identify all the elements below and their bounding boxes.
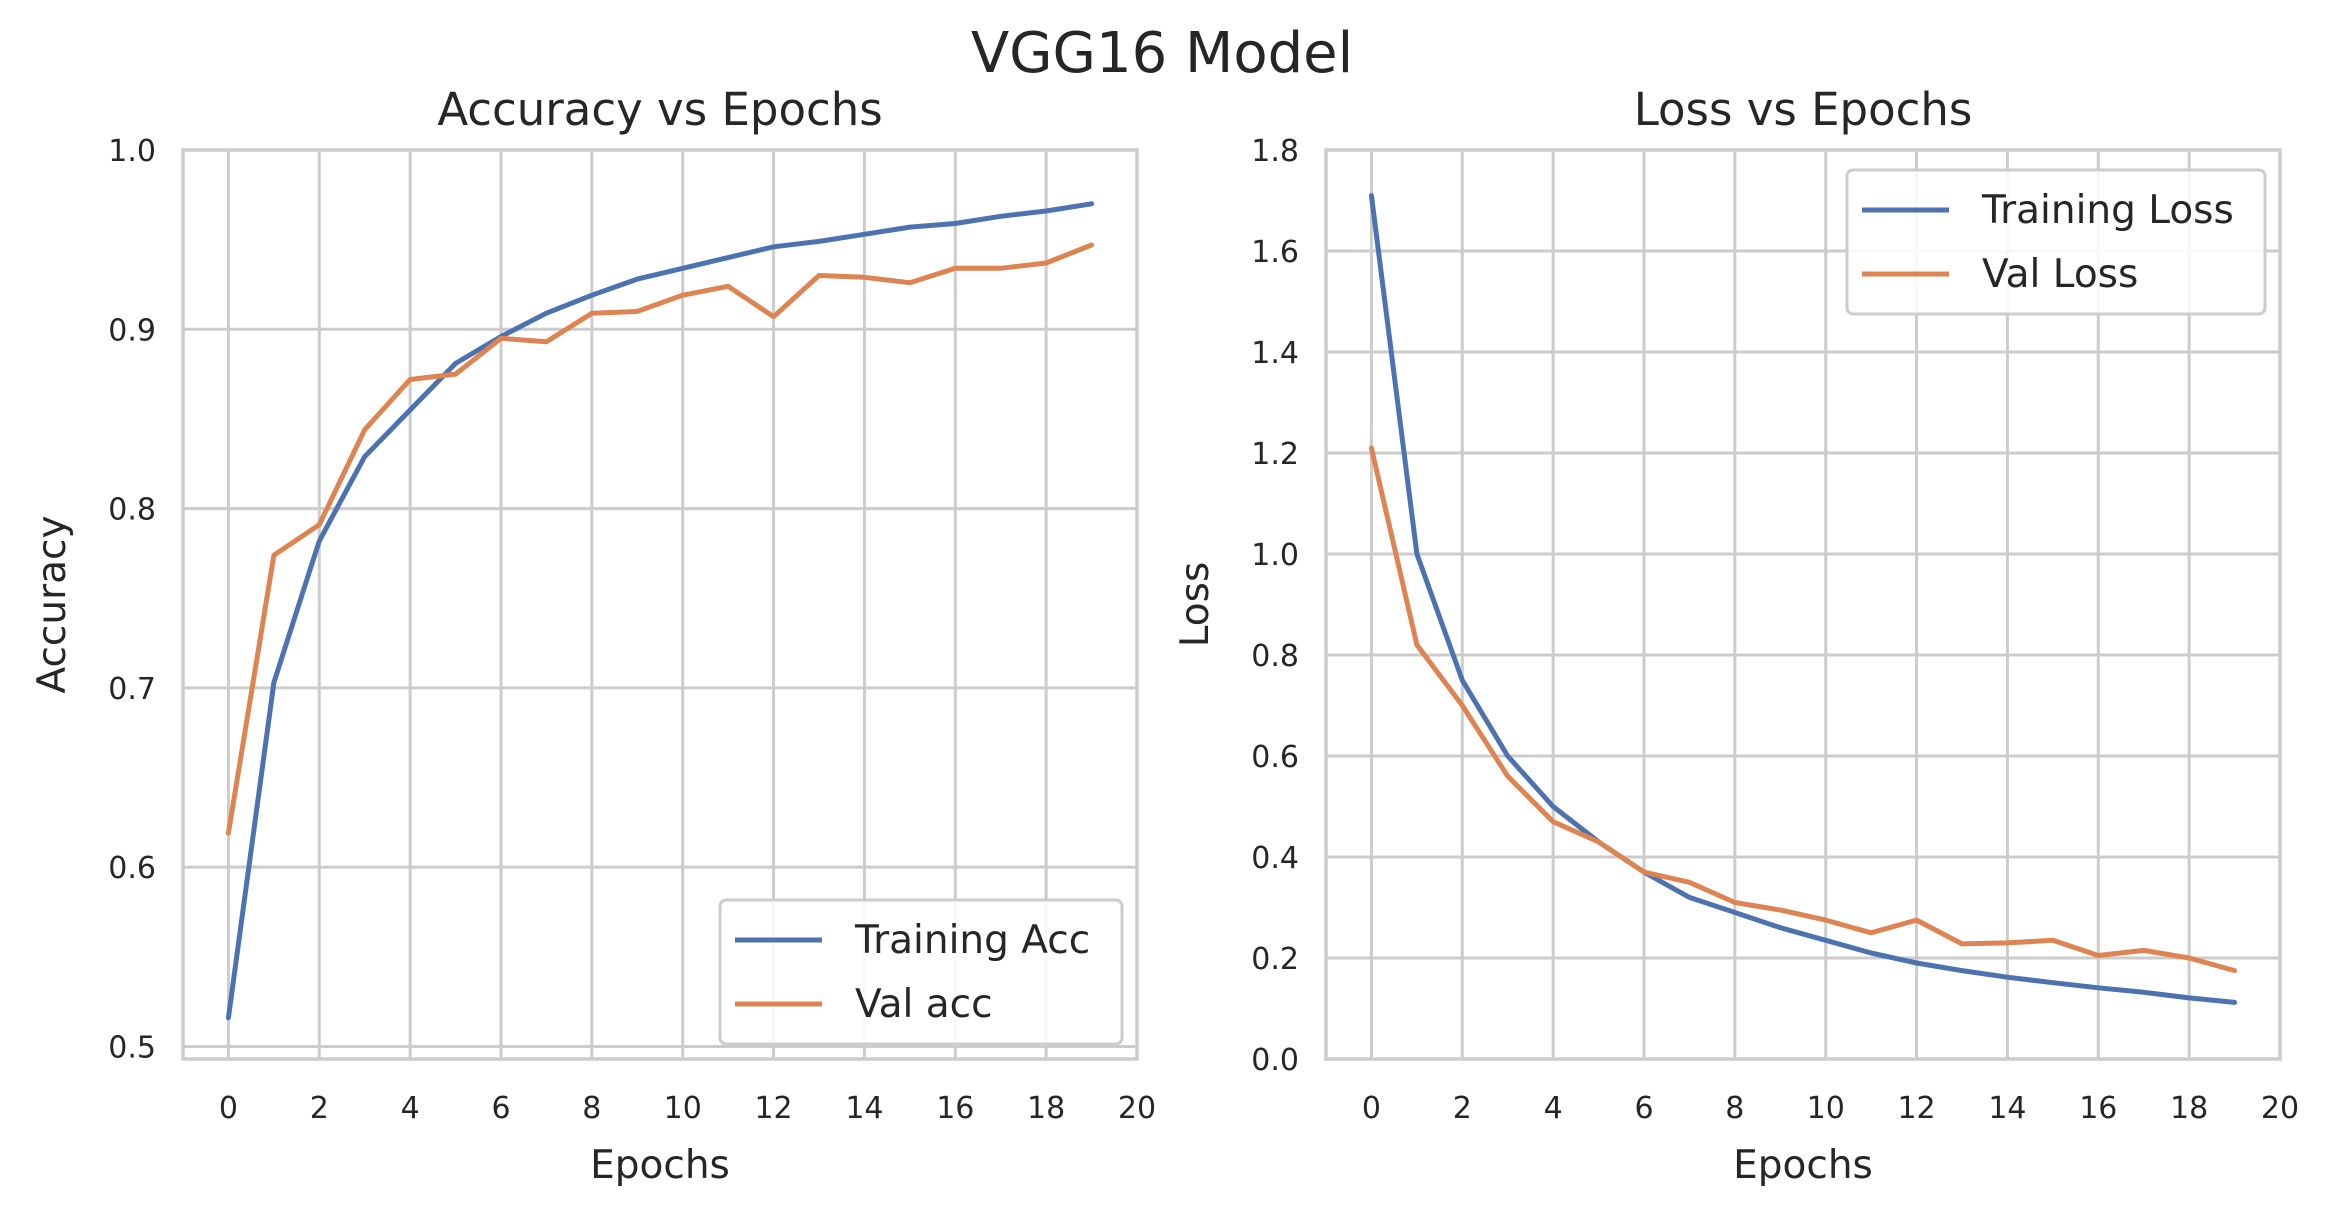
accuracy-legend-box — [718, 898, 1124, 1046]
accuracy-series-line-0 — [225, 201, 1095, 1021]
loss-legend: Training Loss Val Loss — [1845, 168, 2267, 316]
loss-y-tick-label: 1.0 — [1251, 538, 1299, 573]
loss-x-tick-label: 20 — [2261, 1091, 2299, 1126]
loss-y-tick-label: 1.6 — [1251, 235, 1299, 270]
accuracy-y-axis-label: Accuracy — [30, 515, 75, 693]
loss-x-tick-label: 10 — [1807, 1091, 1845, 1126]
loss-y-tick-label: 0.6 — [1251, 740, 1299, 775]
loss-chart-title: Loss vs Epochs — [1634, 83, 1973, 136]
loss-series-line-1 — [1368, 445, 2238, 974]
loss-legend-box — [1845, 168, 2267, 316]
loss-plot-frame — [1324, 148, 2282, 1061]
accuracy-legend: Training Acc Val acc — [718, 898, 1124, 1046]
loss-x-tick-label: 12 — [1897, 1091, 1935, 1126]
accuracy-y-tick-label: 0.5 — [108, 1030, 156, 1065]
accuracy-legend-label-0: Training Acc — [854, 918, 1090, 963]
loss-y-tick-label: 0.0 — [1251, 1043, 1299, 1078]
accuracy-x-tick-label: 10 — [664, 1091, 702, 1126]
loss-y-tick-label: 0.8 — [1251, 639, 1299, 674]
accuracy-y-tick-label: 0.6 — [108, 851, 156, 886]
loss-y-tick-label: 1.8 — [1251, 134, 1299, 169]
accuracy-x-tick-label: 18 — [1027, 1091, 1065, 1126]
loss-panel: 0 2 4 6 8 10 12 14 16 18 20 0.0 0.2 0.4 0.6 0.8 1.0 1.2 1.… — [1173, 83, 2299, 1188]
accuracy-x-tick-label: 0 — [219, 1091, 238, 1126]
accuracy-x-tick-label: 8 — [582, 1091, 601, 1126]
loss-x-tick-label: 0 — [1362, 1091, 1381, 1126]
loss-y-tick-label: 1.4 — [1251, 336, 1299, 371]
accuracy-x-tick-label: 20 — [1118, 1091, 1156, 1126]
accuracy-x-axis-label: Epochs — [590, 1143, 730, 1188]
loss-x-axis-label: Epochs — [1733, 1143, 1873, 1188]
loss-x-tick-label: 6 — [1634, 1091, 1653, 1126]
accuracy-x-tick-label: 14 — [845, 1091, 883, 1126]
loss-x-tick-label: 8 — [1725, 1091, 1744, 1126]
loss-x-tick-label: 16 — [2079, 1091, 2117, 1126]
accuracy-x-tick-label: 6 — [491, 1091, 510, 1126]
accuracy-legend-label-1: Val acc — [855, 982, 993, 1027]
accuracy-x-tick-label: 4 — [401, 1091, 420, 1126]
loss-legend-label-0: Training Loss — [1981, 188, 2234, 233]
loss-y-tick-label: 1.2 — [1251, 437, 1299, 472]
loss-legend-label-1: Val Loss — [1982, 252, 2138, 297]
accuracy-x-tick-label: 12 — [754, 1091, 792, 1126]
accuracy-panel: 0 2 4 6 8 10 12 14 16 18 20 0.5 0.6 0.7 0.8 0.9 1.0 Accur… — [30, 83, 1156, 1188]
accuracy-plot-frame — [181, 148, 1139, 1061]
loss-x-tick-label: 2 — [1453, 1091, 1472, 1126]
loss-y-tick-label: 0.4 — [1251, 841, 1299, 876]
accuracy-series-line-1 — [225, 242, 1095, 836]
accuracy-y-tick-label: 0.8 — [108, 493, 156, 528]
loss-x-tick-label: 14 — [1988, 1091, 2026, 1126]
loss-y-tick-label: 0.2 — [1251, 942, 1299, 977]
loss-x-tick-label: 18 — [2170, 1091, 2208, 1126]
accuracy-x-tick-label: 16 — [936, 1091, 974, 1126]
accuracy-chart-title: Accuracy vs Epochs — [437, 83, 882, 136]
loss-y-axis-label: Loss — [1173, 562, 1218, 648]
accuracy-y-tick-label: 0.7 — [108, 672, 156, 707]
accuracy-x-tick-label: 2 — [310, 1091, 329, 1126]
accuracy-y-tick-label: 1.0 — [108, 134, 156, 169]
loss-x-tick-label: 4 — [1544, 1091, 1563, 1126]
accuracy-y-tick-label: 0.9 — [108, 313, 156, 348]
figure-title: VGG16 Model — [971, 21, 1353, 86]
loss-series-line-0 — [1368, 193, 2238, 1005]
